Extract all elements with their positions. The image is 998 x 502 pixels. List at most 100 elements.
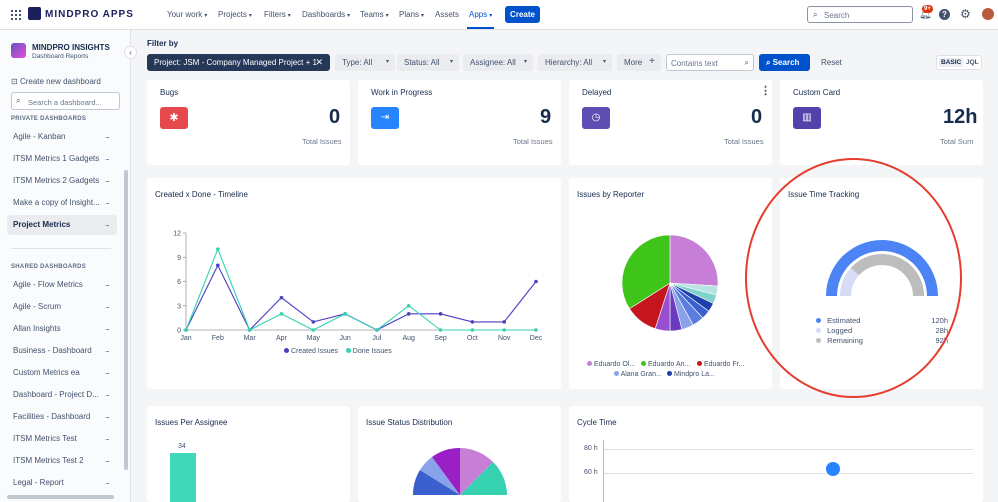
app-switcher-icon[interactable] xyxy=(11,10,21,20)
close-icon[interactable]: ✕ xyxy=(315,57,323,67)
sidebar-item-itsm-test[interactable]: ITSM Metrics Test xyxy=(13,434,77,443)
nav-projects[interactable]: Projects ▾ xyxy=(218,10,252,19)
sidebar-item-allan-insights[interactable]: Allan Insights xyxy=(13,324,61,333)
more-options-icon[interactable]: ... xyxy=(105,345,110,354)
data-point xyxy=(279,295,284,300)
metric-value-wip: 9 xyxy=(540,106,552,128)
sidebar-item-agile-scrum[interactable]: Agile - Scrum xyxy=(13,302,62,311)
timeline-legend: Created Issues Done Issues xyxy=(284,348,392,355)
more-options-icon[interactable]: ... xyxy=(105,323,110,332)
more-options-icon[interactable]: ... xyxy=(105,279,110,288)
contains-text-input[interactable]: Contains text ⌕ xyxy=(666,54,754,71)
more-options-icon[interactable]: ... xyxy=(105,219,110,228)
more-options-icon[interactable]: ... xyxy=(105,367,110,376)
user-avatar[interactable] xyxy=(982,8,994,20)
reporter-legend-item[interactable]: Eduardo Ol... xyxy=(587,361,635,368)
sidebar-item-make-copy[interactable]: Make a copy of Insight... xyxy=(13,198,100,207)
status-filter[interactable]: Status: All ▾ xyxy=(397,54,459,71)
logo-icon[interactable] xyxy=(28,7,41,20)
more-filters-button[interactable]: More + xyxy=(617,54,661,71)
assignee-filter[interactable]: Assignee: All ▾ xyxy=(463,54,533,71)
x-tick-label: Dec xyxy=(530,335,543,342)
collapse-sidebar-button[interactable]: ‹ xyxy=(124,46,137,59)
sidebar-item-facilities[interactable]: Facilities - Dashboard xyxy=(13,412,91,421)
more-options-icon[interactable]: ... xyxy=(105,411,110,420)
more-options-icon[interactable]: ... xyxy=(105,131,110,140)
pie-slice xyxy=(412,470,460,495)
more-vertical-icon[interactable]: ⋮ xyxy=(760,85,771,97)
chevron-down-icon: ▾ xyxy=(602,59,606,65)
settings-gear-icon[interactable]: ⚙︎ xyxy=(960,7,971,21)
sidebar-scrollbar[interactable] xyxy=(124,170,128,470)
person-arrow-icon: ⇥ xyxy=(371,107,399,129)
reporter-legend-item[interactable]: Alana Gran... xyxy=(614,371,662,378)
more-options-icon[interactable]: ... xyxy=(105,301,110,310)
cycle-point[interactable] xyxy=(826,462,840,476)
logo-text[interactable]: MINDPRO APPS xyxy=(45,9,134,20)
metric-caption-bugs: Total Issues xyxy=(302,137,342,146)
more-options-icon[interactable]: ... xyxy=(105,175,110,184)
more-options-icon[interactable]: ... xyxy=(105,389,110,398)
sidebar-item-project-metrics[interactable]: Project Metrics xyxy=(13,220,71,229)
data-point xyxy=(216,247,220,251)
highlight-circle xyxy=(745,158,962,398)
nav-apps[interactable]: Apps ▾ xyxy=(469,10,493,19)
hierarchy-filter[interactable]: Hierarchy: All ▾ xyxy=(538,54,612,71)
sidebar-item-itsm-2[interactable]: ITSM Metrics 2 Gadgets xyxy=(13,176,100,185)
sidebar-item-custom-metrics[interactable]: Custom Metrics ea xyxy=(13,368,80,377)
project-avatar-icon xyxy=(11,43,26,58)
reporter-legend-item[interactable]: Eduardo Fr... xyxy=(697,361,744,368)
sidebar-item-itsm-1[interactable]: ITSM Metrics 1 Gadgets xyxy=(13,154,100,163)
reset-button[interactable]: Reset xyxy=(821,58,842,67)
more-options-icon[interactable]: ... xyxy=(105,197,110,206)
plus-icon: + xyxy=(649,56,655,67)
sidebar-item-agile-kanban[interactable]: Agile - Kanban xyxy=(13,132,66,141)
nav-plans[interactable]: Plans ▾ xyxy=(399,10,425,19)
nav-filters[interactable]: Filters ▾ xyxy=(264,10,291,19)
cycle-gridline xyxy=(603,449,973,450)
project-filter-chip[interactable]: Project: JSM - Company Managed Project +… xyxy=(147,54,330,71)
sidebar-item-dashboard-project[interactable]: Dashboard - Project D... xyxy=(13,390,99,399)
dashboard-search-input[interactable]: ⌕ Search a dashboard... xyxy=(11,92,120,110)
chevron-down-icon: ▾ xyxy=(523,59,527,65)
sidebar-item-itsm-test-2[interactable]: ITSM Metrics Test 2 xyxy=(13,456,84,465)
reporter-legend-item[interactable]: Eduardo An... xyxy=(641,361,690,368)
cycle-axis xyxy=(603,440,604,502)
legend-label-done[interactable]: Done Issues xyxy=(352,348,392,355)
more-options-icon[interactable]: ... xyxy=(105,477,110,486)
metric-value-bugs: 0 xyxy=(329,106,341,128)
global-search-input[interactable]: ⌕ Search xyxy=(807,6,913,23)
y-tick-label: 0 xyxy=(177,328,181,335)
metric-title-wip: Work in Progress xyxy=(371,88,433,97)
help-icon[interactable]: ? xyxy=(939,9,950,20)
data-point xyxy=(406,303,411,308)
reporter-legend-item[interactable]: Mindpro La... xyxy=(667,371,715,378)
search-icon: ⌕ xyxy=(744,58,749,67)
create-dashboard-link[interactable]: ⊡ Create new dashboard xyxy=(11,77,101,86)
nav-dashboards[interactable]: Dashboards ▾ xyxy=(302,10,351,19)
more-options-icon[interactable]: ... xyxy=(105,153,110,162)
nav-teams[interactable]: Teams ▾ xyxy=(360,10,389,19)
more-options-icon[interactable]: ... xyxy=(105,433,110,442)
type-filter[interactable]: Type: All ▾ xyxy=(335,54,395,71)
data-point xyxy=(534,279,538,284)
clock-icon: ◷ xyxy=(582,107,610,129)
x-tick-label: Sep xyxy=(434,335,447,342)
legend-label-created[interactable]: Created Issues xyxy=(290,348,339,355)
jql-mode-button[interactable]: JQL xyxy=(966,59,979,66)
y-tick-label: 3 xyxy=(177,303,181,310)
basic-mode-button[interactable]: BASIC xyxy=(939,58,964,67)
filter-search-button[interactable]: ⌕ Search xyxy=(759,54,810,71)
sidebar-item-business-dashboard[interactable]: Business - Dashboard xyxy=(13,346,92,355)
nav-your-work[interactable]: Your work ▾ xyxy=(167,10,208,19)
nav-assets[interactable]: Assets xyxy=(435,10,460,19)
more-options-icon[interactable]: ... xyxy=(105,455,110,464)
sidebar-hscrollbar[interactable] xyxy=(7,495,114,499)
create-button[interactable]: Create xyxy=(505,6,540,23)
assignee-bar[interactable] xyxy=(170,453,196,502)
data-point xyxy=(343,312,347,316)
sidebar-item-legal-report[interactable]: Legal - Report xyxy=(13,478,64,487)
notifications-icon[interactable]: 🔔︎ xyxy=(919,9,932,20)
sidebar-item-flow-metrics[interactable]: Agile - Flow Metrics xyxy=(13,280,83,289)
x-tick-label: Jul xyxy=(372,335,381,342)
